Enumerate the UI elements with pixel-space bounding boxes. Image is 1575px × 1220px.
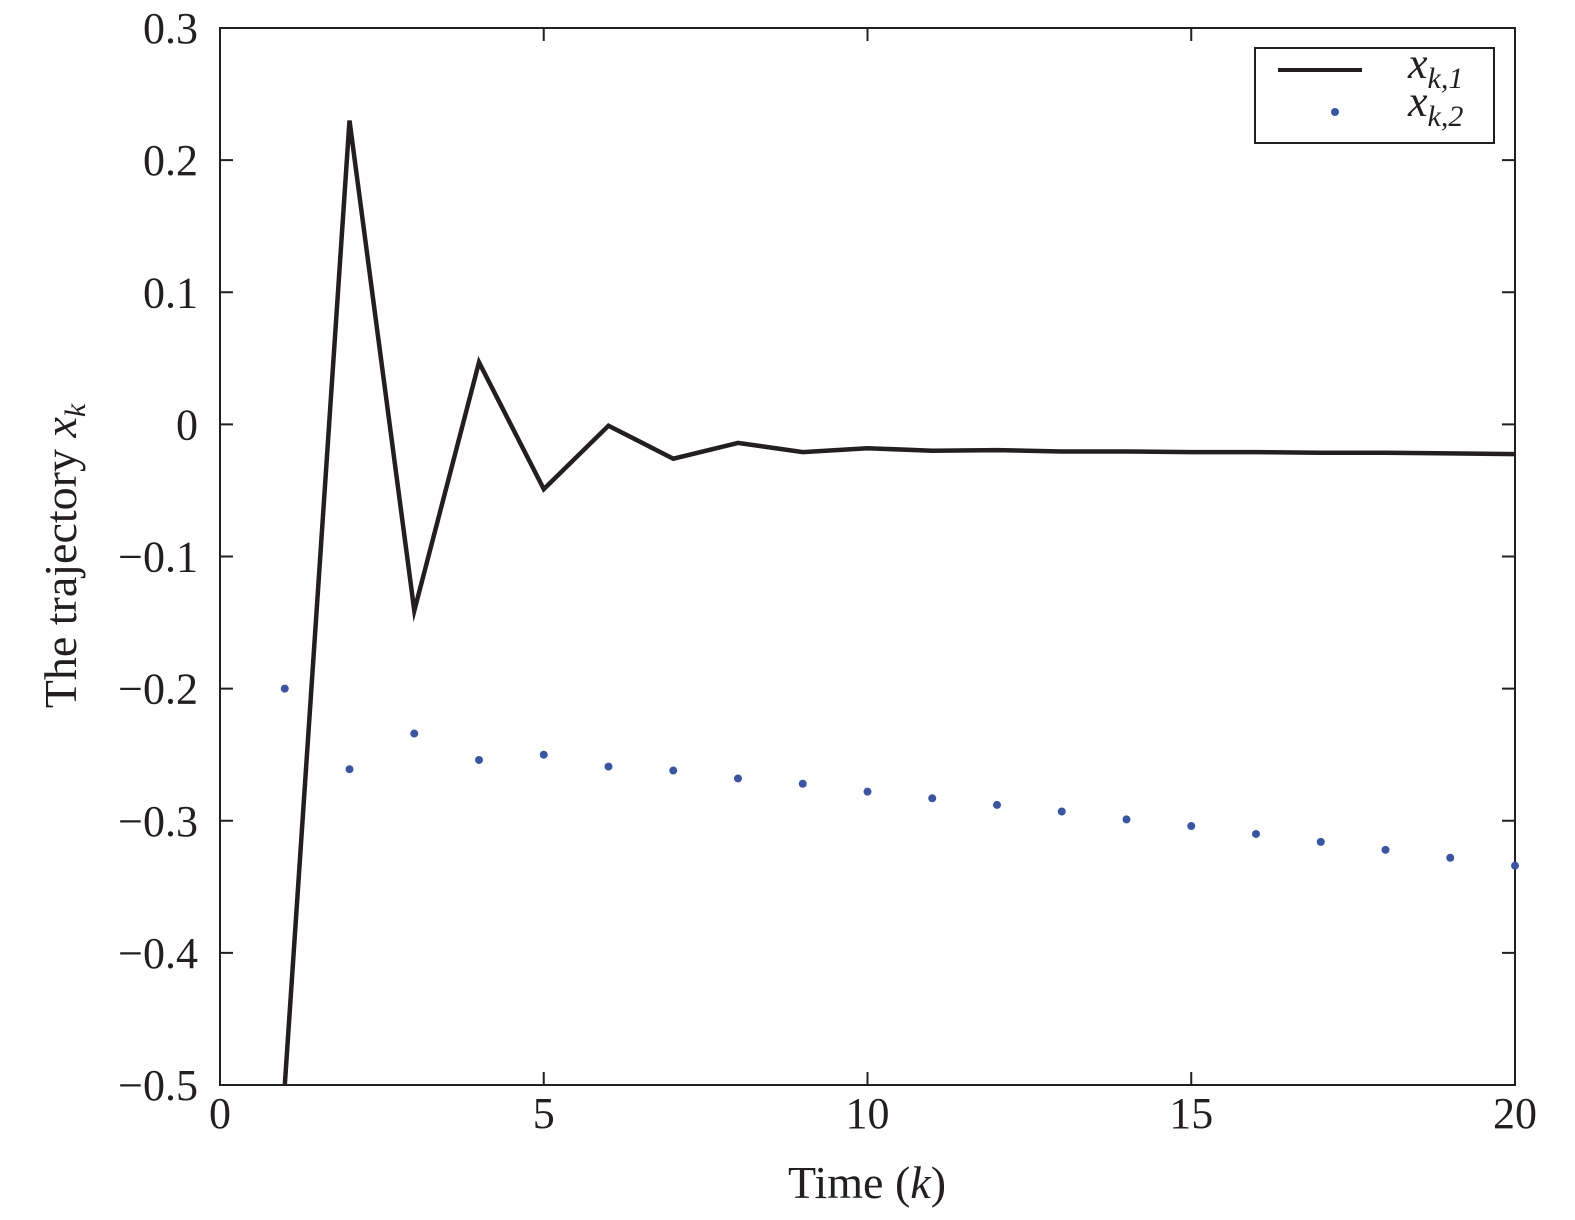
series-2-point (669, 766, 678, 775)
y-tick-label: 0.1 (143, 268, 198, 317)
ticks (219, 27, 1516, 1086)
series-2-point (928, 794, 937, 803)
x-axis-label: Time (k) (788, 1157, 946, 1208)
series-2-point (410, 729, 419, 738)
x-tick-label: 20 (1493, 1089, 1537, 1138)
plot-area (219, 27, 1516, 1086)
y-tick-label: 0.3 (143, 4, 198, 53)
x-tick-label: 10 (846, 1089, 890, 1138)
series-2-point (993, 800, 1001, 809)
legend-box (1254, 47, 1495, 144)
series-2-point (604, 762, 613, 771)
series-1-line (282, 120, 1516, 1086)
y-tick-label: −0.5 (118, 1061, 198, 1110)
series-2-point (1187, 822, 1196, 831)
series-2-point (1381, 845, 1390, 854)
legend-swatch-series-2 (1331, 108, 1339, 116)
x-tick-label: 15 (1169, 1089, 1213, 1138)
series-2-point (345, 765, 354, 774)
series-2-point (734, 774, 742, 783)
series-2-point (1316, 837, 1325, 846)
legend: xk,1 xk,2 (1254, 39, 1495, 144)
y-tick-label: −0.4 (118, 929, 198, 978)
y-tick-label: −0.1 (118, 533, 198, 582)
y-tick-label: −0.2 (118, 665, 198, 714)
legend-label-series-1: xk,1 (1407, 39, 1463, 95)
series-2-point (1122, 815, 1131, 824)
x-tick-label: 5 (533, 1089, 555, 1138)
series-2-point (863, 787, 872, 796)
legend-label-series-2: xk,2 (1407, 77, 1463, 133)
y-tick-label: 0 (176, 400, 198, 449)
series-2-point (475, 755, 483, 764)
series-2-point (798, 779, 807, 788)
tick-labels: 0 5 10 15 20 0.3 0.2 0.1 0 −0.1 −0.2 −0.3 −0.4 −0.5 (118, 4, 1537, 1138)
series-2-point (1511, 861, 1519, 870)
series-2-point (539, 750, 548, 759)
y-axis-label: The trajectory xk (35, 403, 92, 708)
x-tick-label: 0 (209, 1089, 231, 1138)
y-tick-label: 0.2 (143, 136, 198, 185)
series-2-point (1446, 853, 1455, 862)
series-layer (280, 120, 1519, 1086)
series-2-point (280, 684, 289, 693)
series-2-point (1252, 829, 1260, 838)
y-tick-label: −0.3 (118, 797, 198, 846)
series-2-point (1057, 807, 1066, 816)
